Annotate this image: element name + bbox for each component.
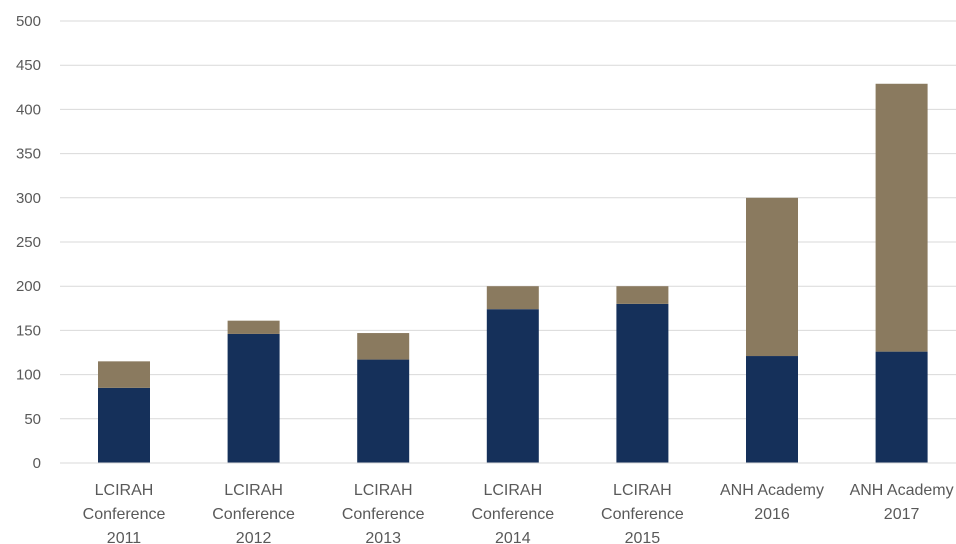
x-tick-label: ANH Academy 2017: [850, 482, 954, 523]
y-tick-label: 300: [16, 190, 41, 207]
x-tick-label: LCIRAH Conference 2013: [342, 482, 425, 544]
y-tick-label: 400: [16, 101, 41, 118]
y-tick-label: 350: [16, 146, 41, 163]
bar-segment-series-1: [98, 387, 150, 463]
y-tick-label: 450: [16, 57, 41, 74]
bar-segment-series-1: [486, 309, 539, 463]
y-tick-label: 0: [33, 455, 41, 472]
bar-segment-series-1: [616, 303, 669, 463]
bar-segment-series-1: [746, 356, 798, 463]
x-tick-label: LCIRAH Conference 2014: [471, 482, 554, 544]
bar-segment-series-2: [616, 286, 669, 304]
bar-segment-series-2: [98, 361, 150, 388]
y-tick-label: 200: [16, 278, 41, 295]
bar-segment-series-1: [357, 359, 410, 463]
x-tick-label: LCIRAH Conference 2012: [212, 482, 295, 544]
bar-segment-series-2: [357, 333, 410, 360]
y-tick-label: 50: [24, 411, 41, 428]
x-tick-label: LCIRAH Conference 2011: [83, 482, 166, 544]
y-tick-label: 500: [16, 13, 41, 30]
gridlines: [60, 20, 956, 420]
y-tick-label: 100: [16, 367, 41, 384]
bar-segment-series-2: [227, 320, 280, 334]
bar-segment-series-2: [746, 197, 798, 357]
bar-segment-series-2: [875, 83, 928, 352]
bars: [98, 83, 928, 463]
y-axis-ticks: 0 50 100 150 200 250 300 350 400 450 500: [16, 13, 41, 472]
x-axis-ticks: LCIRAH Conference 2011 LCIRAH Conference 2012…: [83, 482, 954, 544]
y-tick-label: 150: [16, 322, 41, 339]
bar-segment-series-1: [875, 351, 928, 463]
y-tick-label: 250: [16, 234, 41, 251]
x-tick-label: LCIRAH Conference 2015: [601, 482, 684, 544]
bar-segment-series-1: [227, 333, 280, 463]
x-tick-label: ANH Academy 2016: [720, 482, 824, 523]
bar-segment-series-2: [486, 286, 539, 310]
